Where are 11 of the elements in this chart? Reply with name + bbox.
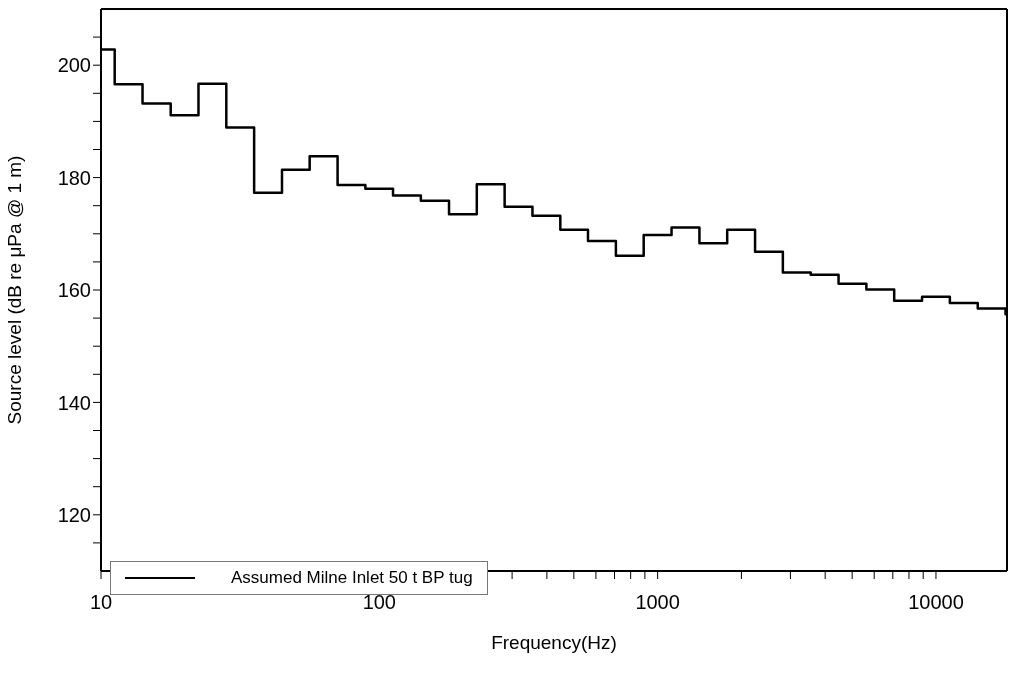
x-tick-label: 10000 (908, 591, 964, 614)
y-tick-label: 200 (57, 54, 91, 77)
y-tick-label: 140 (57, 391, 91, 414)
legend-label: Assumed Milne Inlet 50 t BP tug (231, 568, 473, 588)
x-tick-label: 10 (89, 591, 113, 614)
x-tick-label: 100 (362, 591, 397, 614)
x-tick-label: 1000 (635, 591, 680, 614)
y-tick-label: 160 (57, 279, 91, 302)
y-tick-label: 120 (57, 503, 91, 526)
x-axis-title: Frequency(Hz) (491, 632, 617, 653)
y-tick-label: 180 (57, 166, 91, 189)
